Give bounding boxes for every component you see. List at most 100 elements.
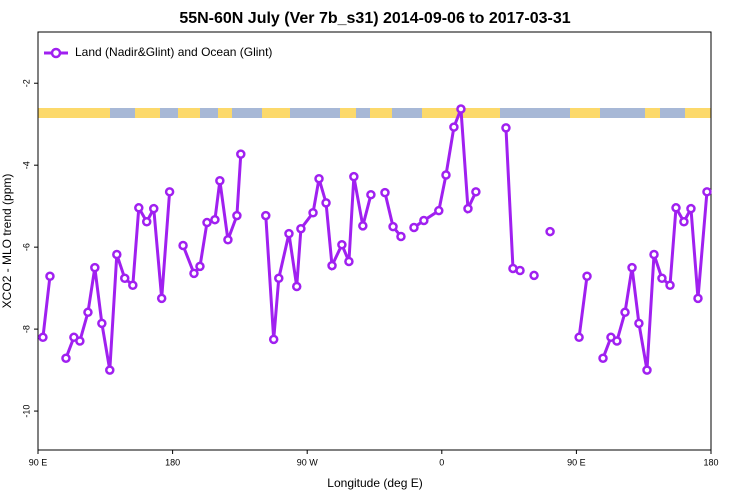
x-tick-label: 90 W — [297, 457, 319, 467]
series-point — [612, 336, 622, 346]
series-point — [90, 262, 100, 273]
series-point — [702, 187, 712, 197]
series-point — [627, 262, 637, 273]
series-point — [232, 210, 242, 221]
x-tick-label: 0 — [439, 457, 444, 467]
series-point — [434, 205, 444, 216]
y-axis-label: XCO2 - MLO trend (ppm) — [0, 174, 14, 309]
series-point — [471, 187, 481, 197]
series-point — [38, 332, 48, 343]
series-point — [210, 214, 220, 225]
y-tick-label: -6 — [21, 243, 31, 251]
y-tick-label: -10 — [21, 405, 31, 418]
series-point — [223, 235, 233, 245]
strip-land — [356, 108, 370, 118]
series-point — [215, 176, 225, 186]
series-point — [686, 203, 696, 214]
strip-land — [200, 108, 218, 118]
series-point — [671, 203, 681, 213]
series-point — [515, 265, 525, 276]
series-point — [419, 215, 429, 226]
y-tick-label: -2 — [21, 79, 31, 87]
strip-ocean — [38, 108, 711, 118]
series-point — [156, 293, 167, 304]
strip-land — [290, 108, 340, 118]
series-point — [620, 307, 630, 318]
series-point — [649, 249, 659, 260]
land-ocean-strip — [38, 108, 711, 118]
series-point — [344, 256, 354, 267]
series-point — [380, 187, 390, 198]
series-point — [679, 216, 689, 227]
series-point — [189, 268, 199, 279]
series-point — [128, 280, 138, 291]
series-point — [202, 217, 212, 228]
series-point — [463, 203, 473, 214]
series-point — [582, 271, 592, 281]
series-point — [321, 198, 331, 208]
series-point — [178, 240, 188, 251]
series-point — [149, 203, 159, 214]
series-point — [574, 332, 584, 343]
series-point — [337, 239, 347, 250]
series-point — [598, 353, 608, 363]
series-point — [545, 226, 555, 237]
series-point — [119, 273, 130, 284]
series-point — [366, 189, 376, 200]
plot-frame — [37, 31, 712, 451]
series-point — [274, 273, 284, 284]
series-point — [268, 334, 279, 345]
series-point — [97, 318, 107, 329]
series-point — [236, 149, 246, 159]
series-point — [358, 221, 368, 231]
x-tick-label: 180 — [703, 457, 718, 467]
legend-label: Land (Nadir&Glint) and Ocean (Glint) — [75, 45, 272, 59]
series-point — [141, 216, 152, 227]
series-point — [314, 173, 324, 184]
series-point — [61, 353, 71, 363]
series-point — [529, 270, 539, 281]
strip-land — [232, 108, 262, 118]
strip-land — [600, 108, 645, 118]
series-point — [105, 365, 115, 375]
legend-marker — [50, 47, 62, 59]
x-tick-label: 180 — [165, 457, 180, 467]
series-point — [441, 170, 451, 180]
series-point — [642, 365, 652, 375]
series-point — [349, 171, 359, 182]
series-point — [83, 307, 93, 318]
strip-land — [500, 108, 570, 118]
x-tick-label: 90 E — [567, 457, 586, 467]
y-tick-label: -8 — [21, 325, 31, 333]
series-point — [665, 280, 675, 291]
series-point — [693, 293, 703, 304]
strip-land — [110, 108, 135, 118]
series-point — [409, 222, 419, 233]
series-point — [456, 104, 466, 114]
strip-land — [392, 108, 422, 118]
series-point — [396, 231, 406, 242]
series-point — [261, 210, 271, 221]
chart-title: 55N-60N July (Ver 7b_s31) 2014-09-06 to … — [179, 10, 570, 27]
y-tick-label: -4 — [21, 161, 31, 169]
series-point — [164, 187, 175, 197]
strip-land — [660, 108, 685, 118]
series-point — [134, 203, 144, 213]
series-point — [327, 260, 337, 271]
series-point — [634, 318, 644, 329]
series-point — [308, 207, 318, 218]
series-point — [45, 271, 55, 281]
series-point — [657, 273, 667, 284]
series-point — [291, 281, 302, 292]
x-axis-label: Longitude (deg E) — [327, 476, 422, 490]
series-point — [284, 228, 294, 239]
series-point — [388, 221, 398, 232]
series-point — [501, 123, 511, 133]
series-point — [195, 261, 205, 272]
strip-land — [160, 108, 178, 118]
series-point — [112, 249, 122, 260]
x-tick-label: 90 E — [29, 457, 48, 467]
series-point — [296, 223, 306, 234]
